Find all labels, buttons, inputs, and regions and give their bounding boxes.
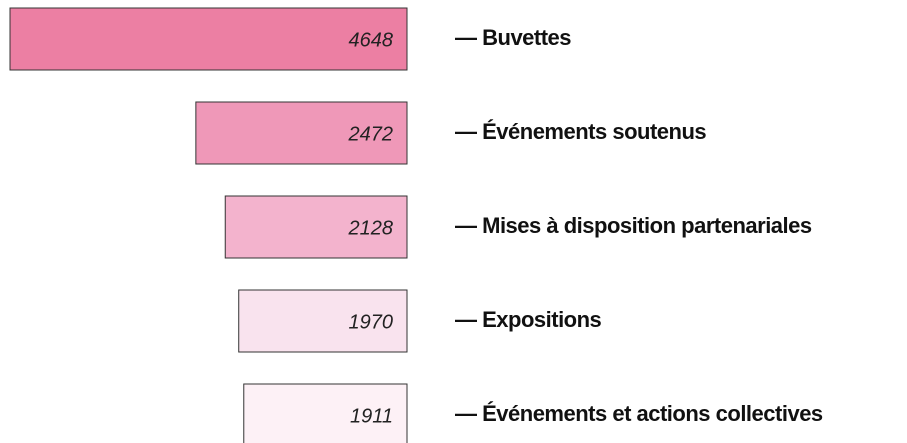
category-label: — Mises à disposition partenariales (455, 213, 812, 238)
category-label: — Buvettes (455, 25, 571, 50)
category-label: — Expositions (455, 307, 602, 332)
bar (243, 383, 408, 443)
bar (238, 289, 408, 353)
bar (9, 7, 408, 71)
value-label: 1911 (350, 405, 393, 427)
category-label: — Événements soutenus (455, 119, 706, 144)
value-label: 2472 (348, 123, 394, 145)
bar (195, 101, 408, 165)
value-label: 1970 (349, 311, 394, 333)
value-label: 2128 (348, 217, 394, 239)
bar (224, 195, 408, 259)
value-label: 4648 (349, 29, 394, 51)
category-label: — Événements et actions collectives (455, 401, 823, 426)
